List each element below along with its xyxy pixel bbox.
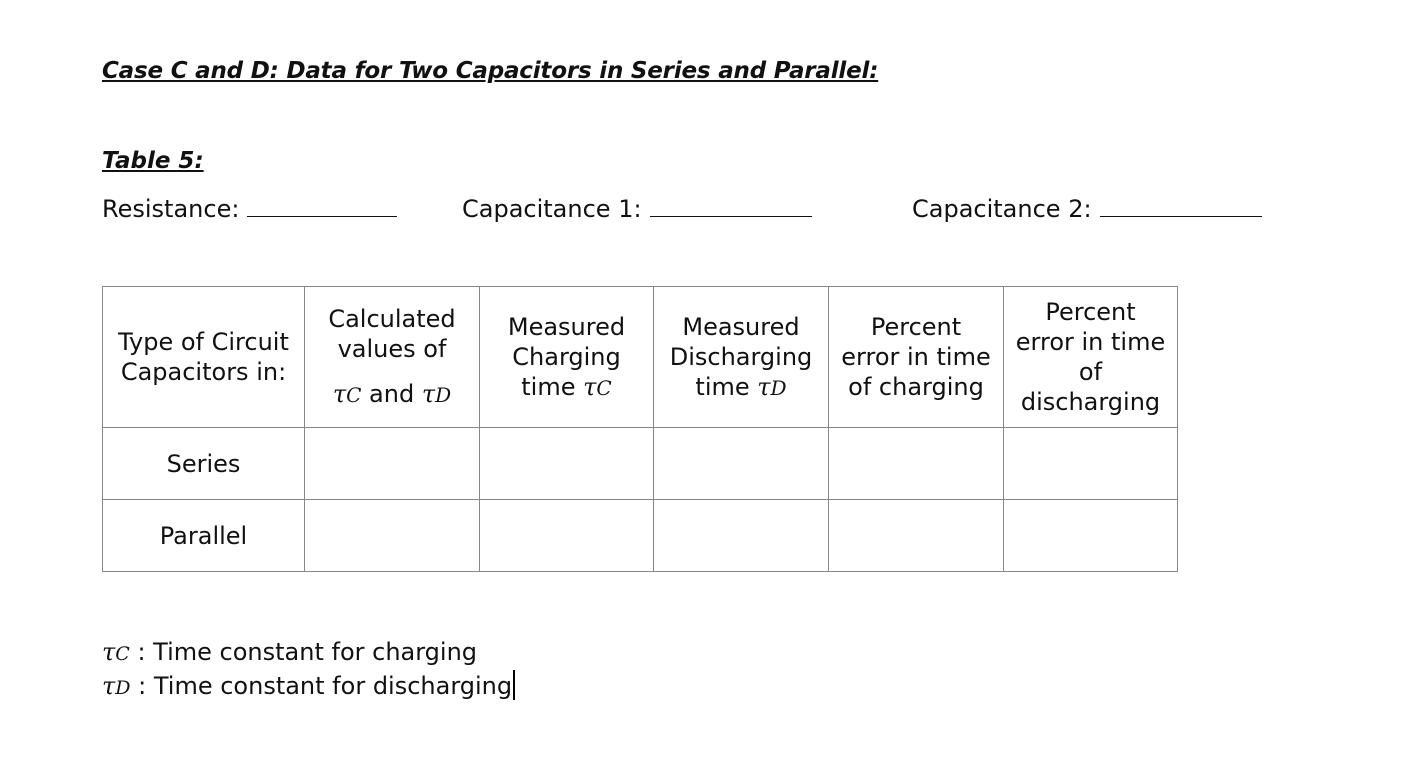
header-charging-line1: Measured bbox=[507, 312, 626, 341]
header-calculated-line2: values of bbox=[337, 335, 447, 363]
capacitance-2-field[interactable]: Capacitance 2: bbox=[912, 194, 1262, 223]
time-text: time bbox=[695, 372, 758, 401]
header-discharging-line1: Measured bbox=[682, 312, 800, 341]
capacitance-2-blank[interactable] bbox=[1099, 194, 1262, 217]
table-header-row: Type of Circuit Capacitors in: Calculate… bbox=[102, 286, 1178, 428]
row-label-series: Series bbox=[102, 427, 305, 500]
header-pct-charging-line3: of charging bbox=[848, 373, 984, 401]
cell-parallel-percent-error-charging[interactable] bbox=[828, 499, 1004, 572]
header-percent-error-charging: Percent error in time of charging bbox=[828, 286, 1004, 428]
header-pct-discharging-line4: discharging bbox=[1020, 388, 1161, 416]
tau-subscript-d: D bbox=[435, 383, 452, 407]
tau-letter: τ bbox=[102, 672, 116, 700]
tau-subscript-d: D bbox=[770, 375, 787, 400]
capacitance-1-label: Capacitance 1: bbox=[462, 195, 642, 223]
text-cursor bbox=[513, 670, 515, 700]
note-tau-d[interactable]: τD : Time constant for discharging bbox=[102, 670, 515, 704]
capacitance-2-label: Capacitance 2: bbox=[912, 195, 1092, 223]
tau-symbol: τ bbox=[421, 380, 436, 408]
tau-subscript-c: C bbox=[596, 375, 612, 400]
table-label: Table 5: bbox=[102, 148, 204, 174]
data-table: Type of Circuit Capacitors in: Calculate… bbox=[102, 286, 1178, 572]
header-charging-line2: Charging bbox=[512, 342, 621, 371]
header-calculated-line1: Calculated bbox=[328, 305, 456, 333]
tau-subscript-c: C bbox=[346, 383, 362, 407]
table-row-series: Series bbox=[102, 427, 1178, 500]
tau-letter: τ bbox=[102, 638, 116, 666]
header-measured-charging: Measured Charging time τC bbox=[479, 286, 654, 428]
header-calculated-values: Calculated values of τC and τD bbox=[304, 286, 480, 428]
tau-subscript-c: C bbox=[115, 643, 130, 665]
cell-series-measured-discharging[interactable] bbox=[653, 427, 829, 500]
cell-series-percent-error-discharging[interactable] bbox=[1003, 427, 1178, 500]
header-discharging-line2: Discharging bbox=[669, 342, 813, 371]
header-percent-error-discharging: Percent error in time of discharging bbox=[1003, 286, 1178, 428]
header-pct-charging-line1: Percent bbox=[870, 313, 962, 341]
tau-symbol: τ bbox=[583, 372, 597, 401]
row-label-parallel: Parallel bbox=[102, 499, 305, 572]
note-tau-d-text: : Time constant for discharging bbox=[130, 672, 513, 700]
note-tau-c: τC : Time constant for charging bbox=[102, 636, 515, 670]
document-title: Case C and D: Data for Two Capacitors in… bbox=[102, 58, 879, 84]
capacitance-1-blank[interactable] bbox=[649, 194, 812, 217]
header-measured-discharging: Measured Discharging time τD bbox=[653, 286, 829, 428]
header-pct-discharging-line3: of bbox=[1078, 358, 1103, 386]
tau-symbol: τD bbox=[102, 672, 131, 700]
resistance-label: Resistance: bbox=[102, 195, 240, 223]
header-circuit-type: Type of Circuit Capacitors in: bbox=[102, 286, 305, 428]
resistance-field[interactable]: Resistance: bbox=[102, 194, 398, 223]
header-circuit-type-line1: Type of Circuit bbox=[118, 328, 289, 356]
header-pct-discharging-line1: Percent bbox=[1045, 298, 1136, 326]
resistance-blank[interactable] bbox=[247, 194, 398, 217]
header-pct-charging-line2: error in time bbox=[841, 343, 991, 371]
cell-series-percent-error-charging[interactable] bbox=[828, 427, 1004, 500]
tau-symbol: τ bbox=[757, 372, 771, 401]
tau-symbol: τC bbox=[102, 638, 130, 666]
cell-parallel-percent-error-discharging[interactable] bbox=[1003, 499, 1178, 572]
tau-symbol: τ bbox=[332, 380, 347, 408]
header-circuit-type-line2: Capacitors in: bbox=[120, 358, 287, 386]
header-charging-line3: time τC bbox=[480, 372, 653, 403]
table-row-parallel: Parallel bbox=[102, 499, 1178, 572]
cell-parallel-calculated[interactable] bbox=[304, 499, 480, 572]
tau-subscript-d: D bbox=[115, 677, 131, 699]
header-discharging-line3: time τD bbox=[654, 372, 828, 403]
and-text: and bbox=[361, 380, 422, 408]
time-text: time bbox=[521, 372, 584, 401]
fields-row: Resistance: Capacitance 1: Capacitance 2… bbox=[0, 194, 1426, 228]
cell-parallel-measured-discharging[interactable] bbox=[653, 499, 829, 572]
cell-series-calculated[interactable] bbox=[304, 427, 480, 500]
header-calculated-line3: τC and τD bbox=[305, 379, 479, 410]
notes: τC : Time constant for charging τD : Tim… bbox=[102, 636, 515, 704]
capacitance-1-field[interactable]: Capacitance 1: bbox=[462, 194, 812, 223]
header-pct-discharging-line2: error in time bbox=[1015, 328, 1166, 356]
note-tau-c-text: : Time constant for charging bbox=[129, 638, 478, 666]
cell-series-measured-charging[interactable] bbox=[479, 427, 654, 500]
cell-parallel-measured-charging[interactable] bbox=[479, 499, 654, 572]
